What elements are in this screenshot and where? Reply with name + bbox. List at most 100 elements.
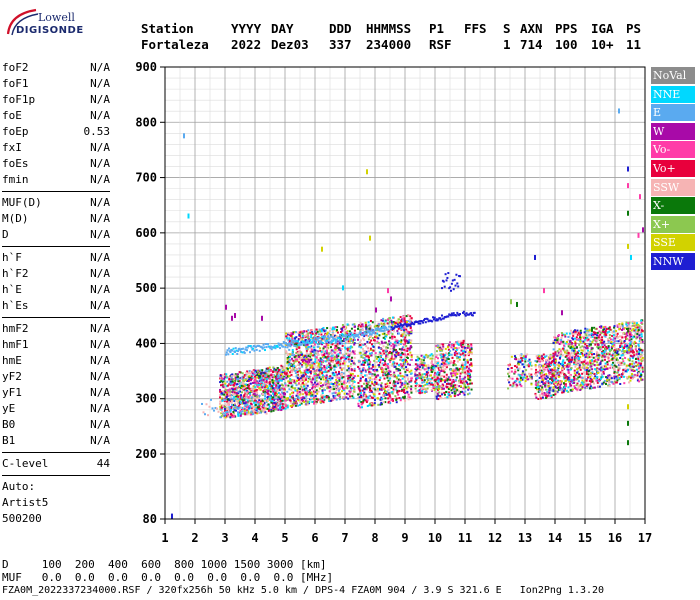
echo-point — [250, 399, 253, 402]
echo-point — [619, 345, 622, 348]
echo-point — [369, 372, 372, 375]
echo-point — [233, 396, 236, 399]
echo-point — [324, 368, 327, 371]
echo-point — [421, 390, 424, 393]
param-name: fmin — [2, 173, 29, 186]
echo-point — [444, 360, 447, 363]
echo-point — [438, 378, 441, 381]
echo-point — [516, 377, 519, 380]
echo-point — [359, 344, 362, 347]
param-row: foE N/A — [2, 108, 110, 124]
echo-point — [330, 360, 333, 363]
echo-point — [371, 382, 374, 385]
echo-point — [231, 414, 234, 417]
echo-point — [325, 333, 328, 336]
echo-point — [285, 404, 288, 407]
echo-point — [382, 394, 385, 397]
echo-point — [244, 379, 247, 382]
echo-point — [267, 389, 270, 392]
echo-point — [265, 389, 268, 392]
echo-point — [549, 377, 552, 380]
echo-point — [283, 371, 286, 374]
echo-point — [277, 382, 280, 385]
echo-point — [255, 397, 258, 400]
echo-point — [297, 387, 300, 390]
echo-point — [352, 376, 355, 379]
echo-point — [420, 377, 423, 380]
echo-point — [389, 317, 392, 320]
echo-point — [417, 389, 420, 392]
echo-point — [616, 325, 619, 328]
echo-point — [430, 370, 433, 373]
echo-point — [604, 335, 607, 338]
echo-point — [243, 390, 246, 393]
echo-point — [519, 359, 522, 362]
echo-point — [608, 330, 611, 333]
echo-point — [249, 382, 252, 385]
echo-point — [394, 382, 397, 385]
echo-point — [241, 381, 244, 384]
echo-point — [349, 391, 352, 394]
echo-point — [323, 375, 326, 378]
echo-point — [386, 376, 389, 379]
echo-point — [303, 339, 306, 342]
echo-point — [358, 399, 361, 402]
echo-point — [327, 398, 330, 401]
clevel-row: C-level 44 — [2, 456, 110, 472]
echo-point — [223, 376, 226, 379]
echo-point — [348, 381, 351, 384]
param-value: N/A — [90, 267, 110, 280]
echo-point — [333, 363, 336, 366]
echo-point — [635, 350, 638, 353]
echo-point — [539, 395, 542, 398]
echo-point — [317, 383, 320, 386]
echo-point — [288, 362, 291, 365]
echo-point — [254, 369, 257, 372]
echo-point — [294, 400, 297, 403]
echo-point — [348, 360, 351, 363]
echo-point — [387, 401, 390, 404]
echo-point — [285, 350, 288, 353]
echo-point — [393, 322, 396, 325]
param-row: D N/A — [2, 227, 110, 243]
echo-point — [322, 401, 325, 404]
echo-point — [374, 336, 377, 339]
echo-point — [325, 378, 328, 381]
echo-point — [288, 337, 291, 340]
echo-point — [421, 376, 424, 379]
echo-point — [523, 376, 526, 379]
echo-point — [392, 322, 395, 325]
echo-point — [347, 354, 350, 357]
echo-point — [303, 388, 306, 391]
echo-point — [375, 324, 378, 327]
echo-point — [549, 381, 552, 384]
echo-point — [284, 367, 287, 370]
echo-point — [558, 371, 561, 374]
echo-point — [618, 349, 621, 352]
echo-point — [229, 380, 232, 383]
echo-point — [232, 415, 235, 418]
echo-point — [587, 376, 590, 379]
echo-point — [331, 361, 334, 364]
echo-point — [321, 374, 324, 377]
echo-point — [283, 404, 286, 407]
echo-point — [287, 339, 290, 342]
echo-point — [347, 340, 350, 343]
echo-point — [315, 384, 318, 387]
echo-point — [235, 409, 238, 412]
echo-point — [344, 333, 347, 336]
echo-point — [450, 346, 453, 349]
echo-point — [461, 362, 464, 365]
echo-point — [338, 378, 341, 381]
echo-point — [264, 398, 267, 401]
echo-point — [367, 356, 370, 359]
echo-point — [284, 407, 287, 410]
echo-point — [546, 380, 549, 383]
echo-point — [298, 333, 301, 336]
echo-point — [470, 382, 473, 385]
echo-point — [444, 354, 447, 357]
echo-point — [368, 358, 371, 361]
echo-point — [534, 365, 537, 368]
echo-point — [311, 400, 314, 403]
echo-point — [322, 378, 325, 381]
